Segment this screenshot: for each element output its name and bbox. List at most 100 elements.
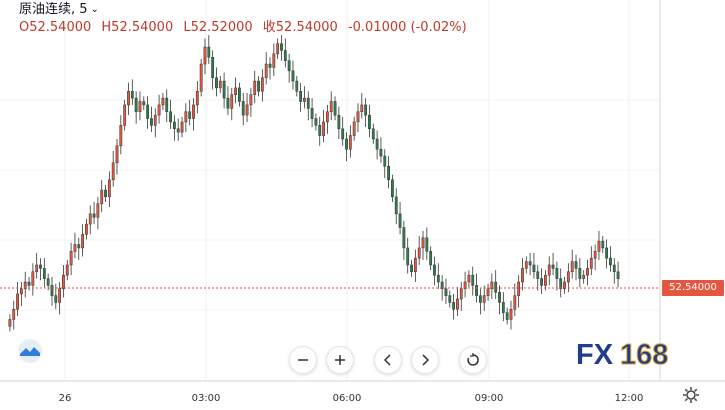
logo-fx-text: FX bbox=[576, 339, 614, 370]
candle-body bbox=[46, 278, 50, 286]
candle-body bbox=[589, 257, 593, 269]
x-tick-label: 26 bbox=[59, 393, 72, 404]
candle-body bbox=[475, 285, 478, 296]
candle-body bbox=[440, 281, 444, 290]
candle-body bbox=[352, 121, 356, 136]
candle-body bbox=[12, 308, 16, 320]
candle-body bbox=[413, 257, 417, 273]
candle-body bbox=[268, 63, 272, 68]
candle-body bbox=[605, 247, 609, 259]
candle-body bbox=[509, 308, 513, 320]
tradingview-logo-icon[interactable] bbox=[13, 339, 47, 363]
candle-body bbox=[119, 125, 123, 147]
candle-body bbox=[153, 114, 157, 126]
candle-body bbox=[570, 261, 574, 273]
candle-body bbox=[329, 101, 333, 112]
candle-body bbox=[291, 70, 295, 82]
candle-body bbox=[417, 247, 421, 259]
candle-body bbox=[544, 274, 547, 286]
reset-chart-button[interactable] bbox=[459, 346, 487, 374]
candle-body bbox=[92, 213, 96, 218]
fx168-logo: FX 168 bbox=[576, 339, 669, 371]
candle-body bbox=[100, 189, 104, 204]
candle-body bbox=[436, 274, 440, 283]
candle-body bbox=[540, 278, 543, 286]
candle-body bbox=[58, 288, 62, 303]
candle-body bbox=[463, 281, 467, 290]
candle-body bbox=[303, 97, 306, 102]
gear-icon[interactable] bbox=[682, 386, 700, 404]
scroll-right-button[interactable] bbox=[411, 346, 439, 374]
chevron-right-icon bbox=[422, 354, 430, 366]
zoom-in-button[interactable] bbox=[326, 346, 354, 374]
candle-body bbox=[379, 148, 383, 157]
candle-body bbox=[356, 111, 360, 123]
candle-body bbox=[238, 87, 241, 102]
candle-body bbox=[245, 104, 249, 116]
candle-body bbox=[394, 196, 398, 215]
candle-body bbox=[364, 104, 368, 116]
candle-body bbox=[306, 97, 310, 109]
candle-body bbox=[35, 264, 39, 273]
chart-grid bbox=[0, 0, 660, 381]
candle-body bbox=[310, 108, 314, 119]
candle-body bbox=[494, 281, 498, 293]
reset-icon bbox=[467, 353, 479, 366]
candle-body bbox=[612, 264, 616, 273]
candle-body bbox=[299, 91, 303, 102]
x-tick-label: 12:00 bbox=[615, 393, 644, 404]
candle-body bbox=[276, 43, 280, 55]
candle-body bbox=[368, 114, 371, 130]
candle-body bbox=[169, 111, 172, 123]
candle-body bbox=[406, 247, 410, 266]
candle-body bbox=[222, 80, 226, 99]
candle-body bbox=[524, 261, 528, 269]
candle-body bbox=[547, 264, 551, 276]
candle-body bbox=[517, 281, 521, 296]
current-price-label: 52.54000 bbox=[662, 280, 724, 296]
candle-body bbox=[348, 135, 352, 150]
candle-body bbox=[107, 179, 111, 198]
candle-body bbox=[528, 261, 532, 266]
candle-body bbox=[253, 80, 257, 95]
symbol-title[interactable]: 原油连续, 5 bbox=[19, 2, 88, 17]
candle-body bbox=[218, 80, 222, 89]
candle-body bbox=[85, 223, 88, 235]
candle-body bbox=[391, 179, 394, 198]
candle-body bbox=[138, 101, 142, 112]
candle-body bbox=[555, 268, 559, 279]
close-value: 收52.54000 bbox=[262, 20, 338, 35]
candle-body bbox=[146, 104, 150, 119]
candle-body bbox=[272, 53, 276, 68]
candle-body bbox=[456, 298, 459, 310]
candle-body bbox=[65, 264, 69, 276]
candle-body bbox=[199, 63, 203, 92]
low-value: L52.52000 bbox=[183, 20, 253, 35]
logo-number-text: 168 bbox=[620, 339, 668, 370]
candle-body bbox=[452, 302, 456, 310]
candle-body bbox=[444, 288, 448, 296]
candle-body bbox=[559, 278, 563, 290]
candle-body bbox=[318, 125, 322, 136]
candle-body bbox=[498, 291, 501, 303]
time-axis: 26 03:00 06:00 09:00 12:00 bbox=[59, 393, 644, 404]
candle-body bbox=[375, 138, 379, 150]
candle-body bbox=[566, 271, 570, 283]
open-value: O52.54000 bbox=[19, 20, 92, 35]
candle-body bbox=[226, 97, 230, 109]
scroll-left-button[interactable] bbox=[374, 346, 402, 374]
change-value: -0.01000 (-0.02%) bbox=[347, 20, 467, 35]
candle-body bbox=[161, 97, 165, 106]
chevron-down-icon[interactable]: ⌄ bbox=[90, 4, 99, 15]
candle-body bbox=[597, 240, 601, 252]
candle-body bbox=[19, 288, 23, 295]
candle-body bbox=[54, 295, 58, 303]
candle-body bbox=[211, 56, 215, 78]
candle-body bbox=[574, 261, 578, 269]
candle-body bbox=[111, 162, 115, 181]
candle-body bbox=[264, 63, 268, 78]
zoom-out-button[interactable] bbox=[289, 346, 317, 374]
candle-body bbox=[123, 104, 127, 126]
candle-body bbox=[532, 264, 536, 273]
